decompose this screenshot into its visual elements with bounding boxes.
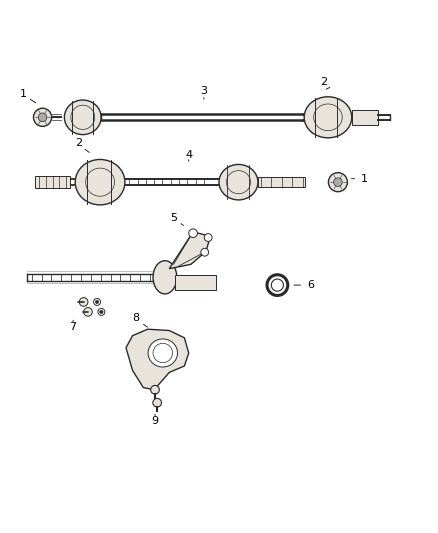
Text: 5: 5 bbox=[170, 213, 177, 223]
Circle shape bbox=[204, 233, 212, 241]
Text: 2: 2 bbox=[75, 138, 82, 148]
Circle shape bbox=[151, 385, 159, 394]
FancyBboxPatch shape bbox=[35, 176, 70, 188]
Text: 1: 1 bbox=[20, 88, 27, 99]
Circle shape bbox=[100, 310, 103, 313]
Text: 4: 4 bbox=[185, 150, 192, 160]
Circle shape bbox=[84, 308, 92, 316]
Text: 7: 7 bbox=[69, 322, 76, 332]
Text: 3: 3 bbox=[200, 86, 207, 96]
Circle shape bbox=[189, 229, 198, 238]
Ellipse shape bbox=[304, 97, 352, 138]
Ellipse shape bbox=[75, 159, 125, 205]
Polygon shape bbox=[126, 329, 189, 390]
Circle shape bbox=[79, 297, 88, 306]
Circle shape bbox=[153, 398, 162, 407]
Circle shape bbox=[334, 178, 342, 187]
Circle shape bbox=[328, 173, 347, 192]
Circle shape bbox=[95, 300, 99, 304]
Text: 1: 1 bbox=[360, 174, 367, 184]
Ellipse shape bbox=[153, 261, 177, 294]
FancyBboxPatch shape bbox=[352, 109, 378, 125]
FancyBboxPatch shape bbox=[258, 177, 305, 187]
Circle shape bbox=[201, 248, 208, 256]
Text: 9: 9 bbox=[152, 416, 159, 426]
Circle shape bbox=[33, 108, 52, 126]
Ellipse shape bbox=[219, 165, 258, 200]
Ellipse shape bbox=[148, 339, 177, 367]
Ellipse shape bbox=[64, 100, 101, 135]
Polygon shape bbox=[169, 232, 210, 269]
Text: 8: 8 bbox=[132, 313, 140, 324]
Text: 2: 2 bbox=[320, 77, 327, 87]
FancyBboxPatch shape bbox=[175, 274, 216, 290]
Circle shape bbox=[38, 113, 47, 122]
Text: 6: 6 bbox=[307, 280, 314, 290]
